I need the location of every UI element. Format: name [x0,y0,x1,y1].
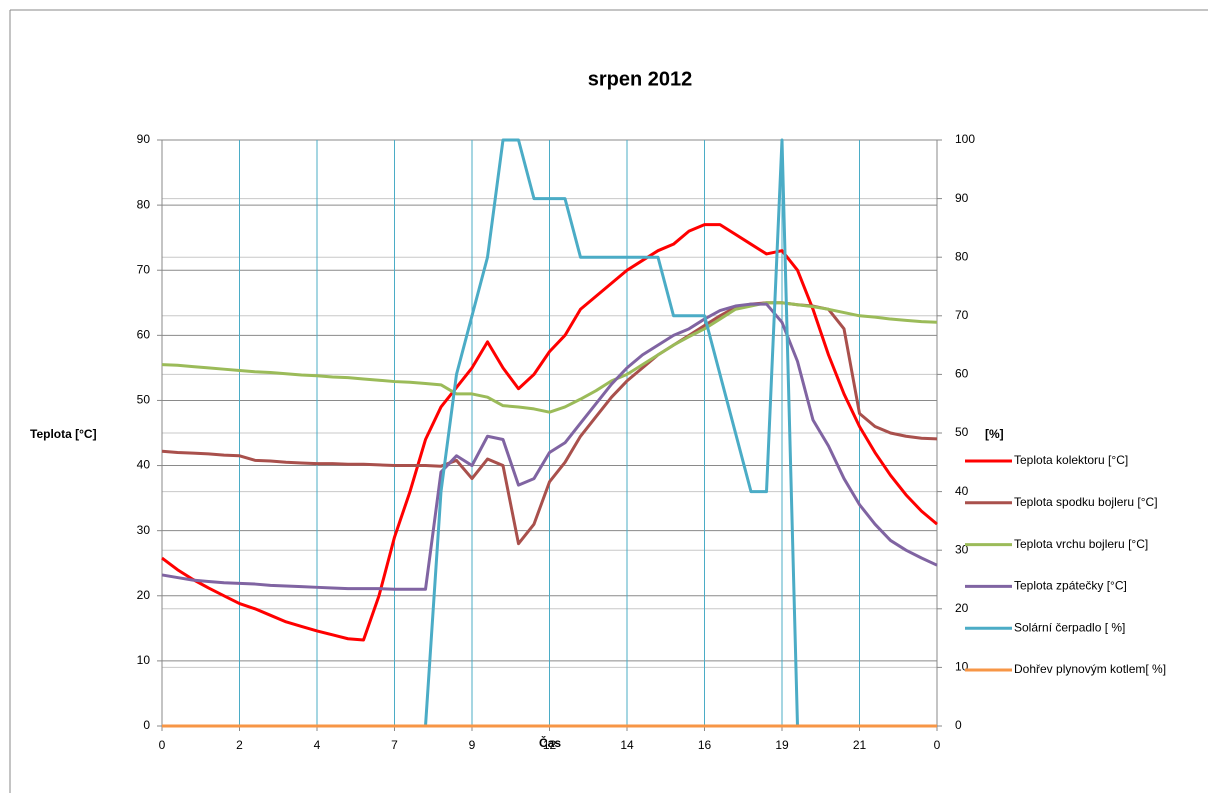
legend-label: Solární čerpadlo [ %] [1014,620,1125,634]
y-tick-label: 30 [137,523,151,537]
x-tick-label: 4 [314,738,321,752]
y2-tick-label: 50 [955,425,969,439]
y2-tick-label: 90 [955,191,969,205]
legend-label: Teplota kolektoru [°C] [1014,453,1128,467]
y2-tick-label: 20 [955,601,969,615]
y2-axis-title: [%] [985,427,1004,441]
x-tick-label: 16 [698,738,712,752]
x-tick-label: 21 [853,738,867,752]
legend-label: Dohřev plynovým kotlem[ %] [1014,662,1166,676]
x-axis-title: Čas [539,735,561,750]
series-line [161,223,938,642]
x-tick-label: 7 [391,738,398,752]
y2-tick-label: 70 [955,308,969,322]
y-tick-label: 50 [137,393,151,407]
y-tick-label: 90 [137,132,151,146]
y-tick-label: 60 [137,328,151,342]
y2-tick-label: 60 [955,367,969,381]
x-tick-label: 9 [469,738,476,752]
y2-tick-label: 40 [955,484,969,498]
y-axis-title: Teplota [°C] [30,427,97,441]
y2-tick-label: 0 [955,718,962,732]
series-line [161,301,938,414]
y-tick-label: 70 [137,262,151,276]
legend-label: Teplota vrchu bojleru [°C] [1014,537,1148,551]
y2-tick-label: 80 [955,249,969,263]
y-tick-label: 10 [137,653,151,667]
y-tick-label: 20 [137,588,151,602]
legend-label: Teplota zpátečky [°C] [1014,579,1127,593]
y2-tick-label: 100 [955,132,975,146]
x-tick-label: 12 [543,738,557,752]
x-tick-label: 0 [934,738,941,752]
series-line [161,302,938,591]
y-tick-label: 0 [143,718,150,732]
x-tick-label: 2 [236,738,243,752]
chart-title: srpen 2012 [588,68,693,90]
y-tick-label: 80 [137,197,151,211]
legend-label: Teplota spodku bojleru [°C] [1014,495,1158,509]
x-tick-label: 14 [620,738,634,752]
x-tick-label: 0 [159,738,166,752]
x-tick-label: 19 [775,738,789,752]
y-tick-label: 40 [137,458,151,472]
